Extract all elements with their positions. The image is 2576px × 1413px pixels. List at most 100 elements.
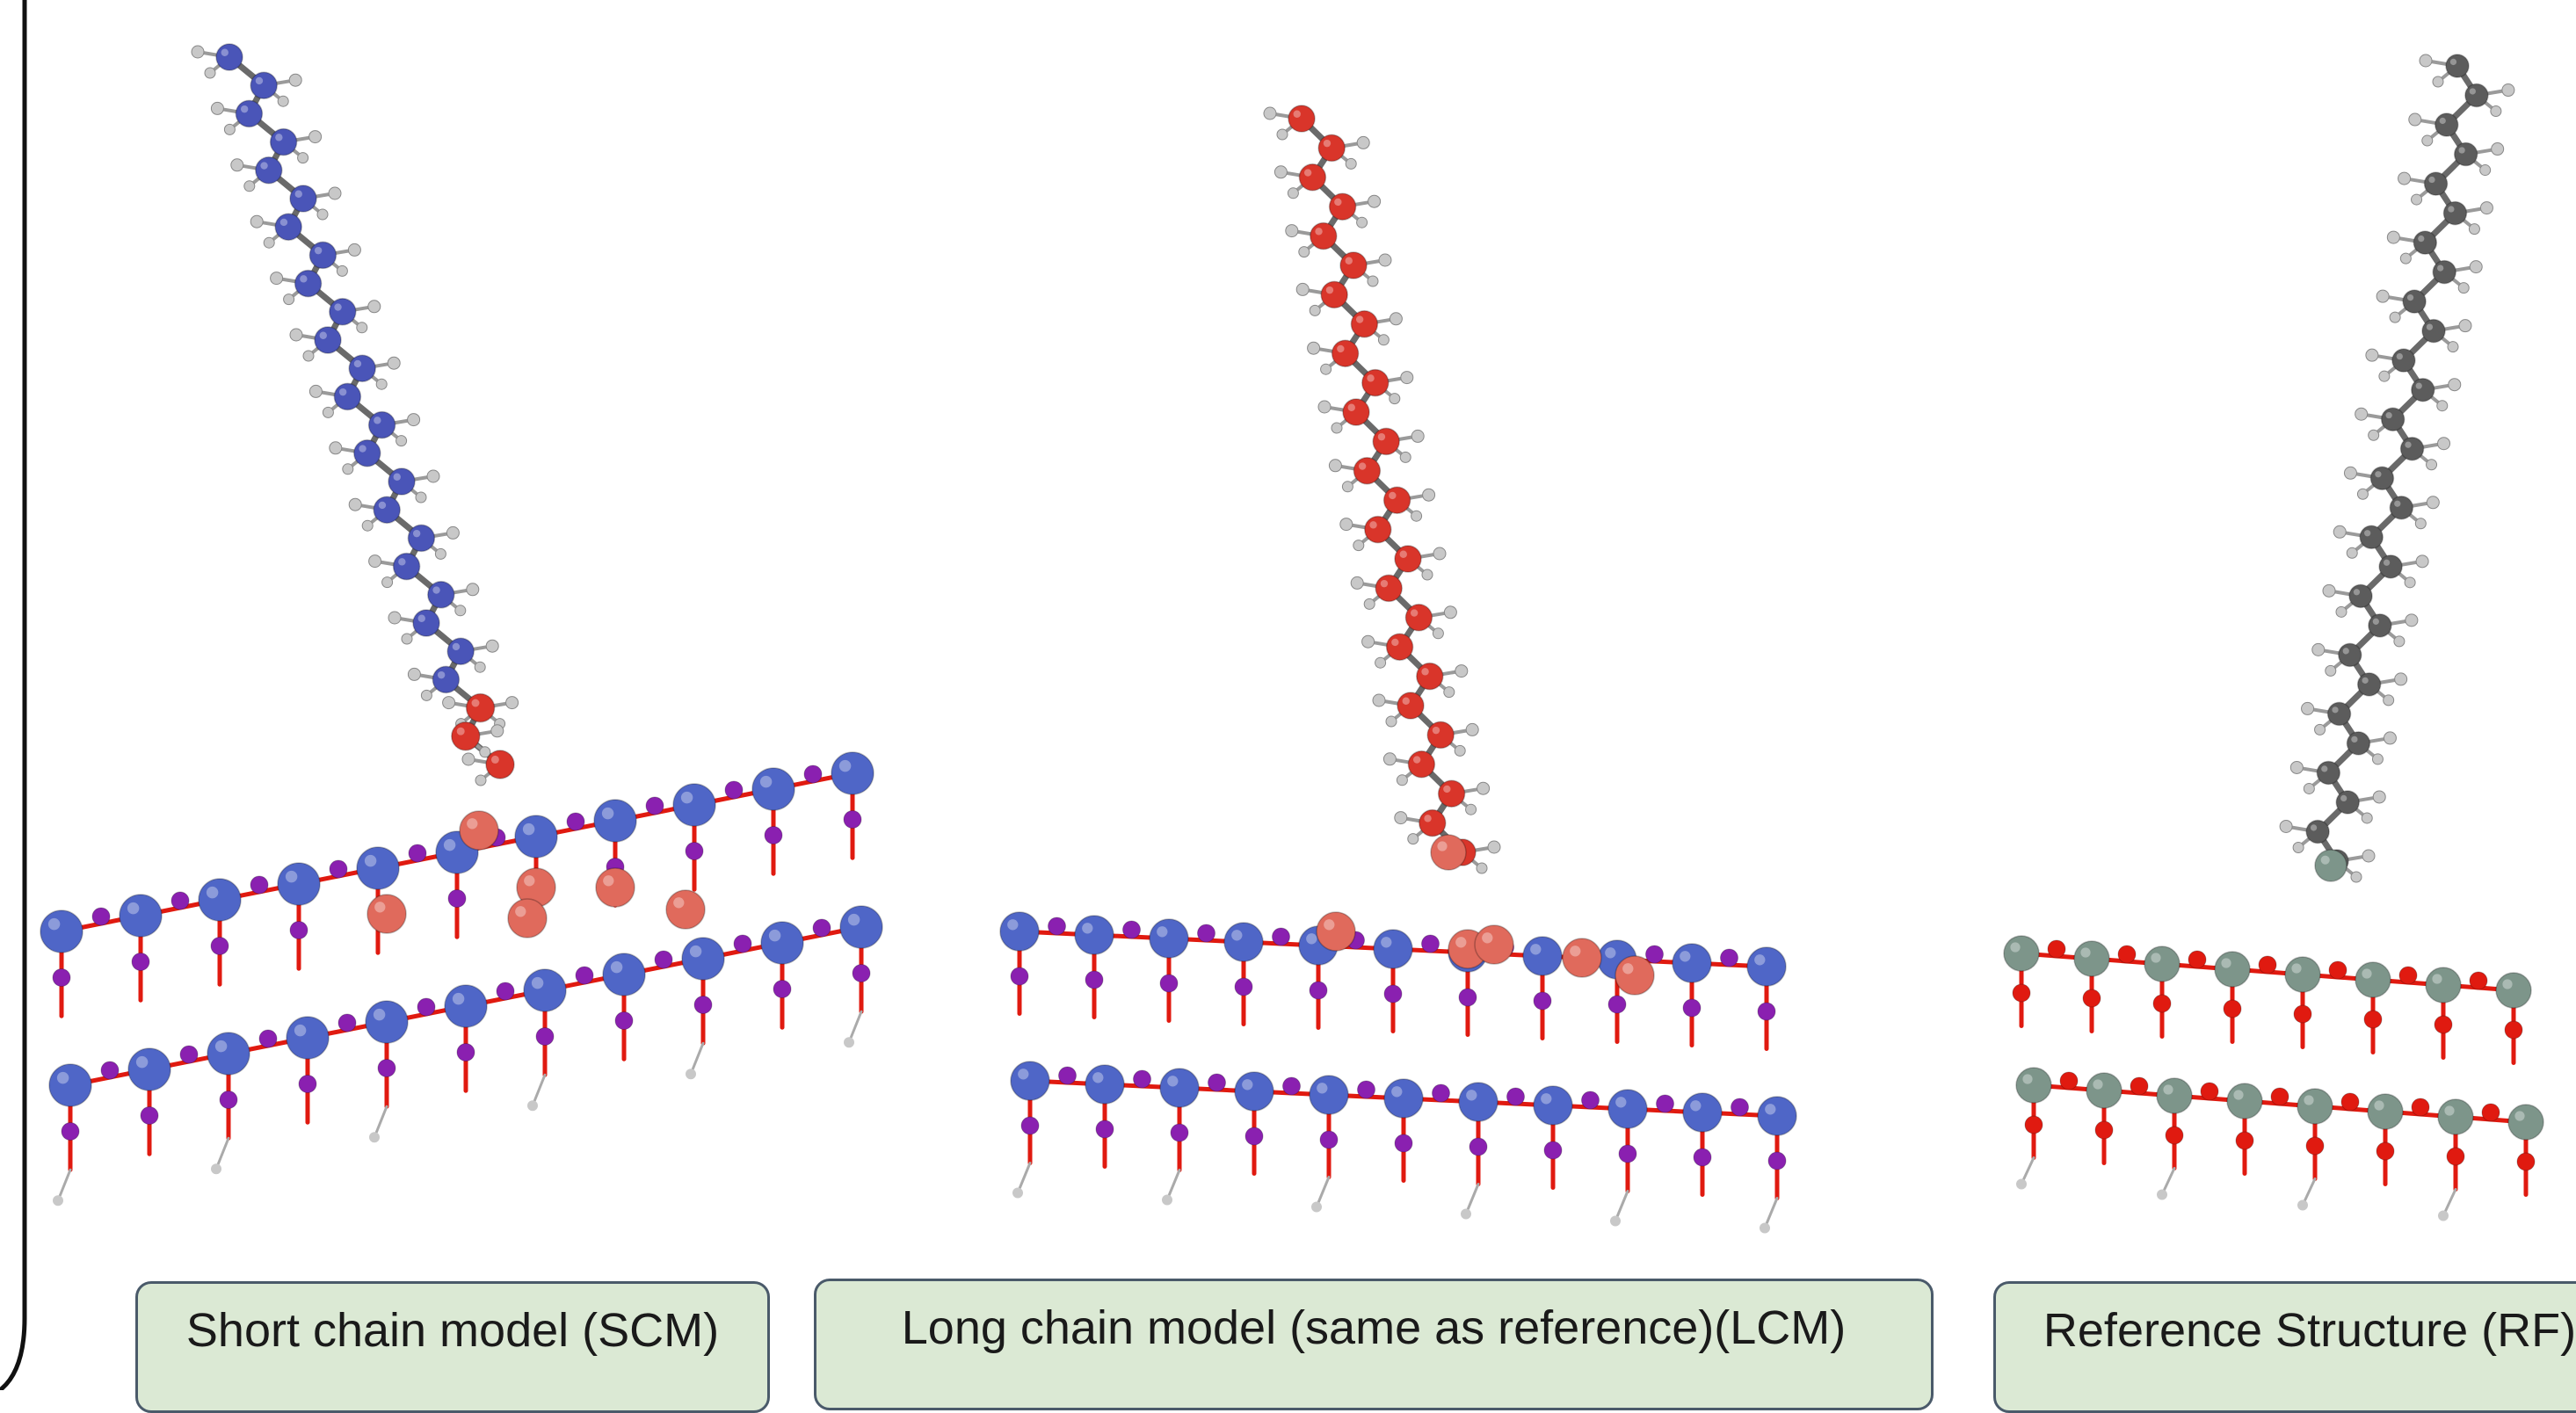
hydrogen-atom (2419, 54, 2433, 68)
hydrogen-atom (2314, 723, 2326, 735)
chain-atom-shine (1443, 785, 1451, 793)
hydrogen-atom (2386, 230, 2400, 244)
metal-atom (760, 921, 804, 965)
hydrogen-atom (2383, 731, 2397, 745)
anchor-atom (1430, 834, 1467, 871)
hydrogen-atom (2468, 223, 2480, 236)
oxygen-atom (408, 844, 427, 863)
hydrogen-atom (277, 95, 289, 107)
metal-atom-shine (610, 960, 623, 974)
oxygen-atom (1095, 1120, 1114, 1139)
oxygen-atom (2469, 971, 2488, 990)
hydrogen-atom (1487, 840, 1501, 854)
metal-atom (1309, 1075, 1349, 1115)
hydrogen-atom (2490, 105, 2502, 118)
chain-atom-shine (2469, 88, 2476, 95)
chain-atom (215, 43, 243, 71)
chain-atom (2380, 407, 2405, 431)
oxygen-atom (1720, 948, 1738, 967)
metal-atom-shine (1765, 1104, 1776, 1115)
chain-atom (1298, 163, 1327, 192)
chain-atom (250, 71, 278, 99)
chain-atom-shine (452, 642, 461, 651)
oxygen-atom (575, 966, 594, 985)
oxygen-atom (812, 918, 831, 938)
chain-atom (2421, 318, 2446, 344)
metal-atom (514, 815, 558, 859)
hydrogen-atom (1400, 371, 1414, 385)
metal-atom-shine (1615, 1097, 1627, 1108)
highlight-atom (1615, 955, 1655, 996)
metal-atom (831, 751, 874, 795)
oxygen-atom (1010, 967, 1029, 986)
metal-atom-shine (127, 902, 140, 915)
chain-atom-shine (1369, 521, 1377, 529)
hydrogen-atom (1399, 451, 1411, 463)
oxygen-atom (2152, 994, 2172, 1013)
metal-atom (2086, 1072, 2122, 1109)
chain-atom (1328, 192, 1357, 221)
chain-atom-shine (2394, 500, 2401, 507)
chain-atom (373, 496, 401, 524)
hydrogen-atom (2426, 459, 2438, 471)
metal-atom (48, 1063, 92, 1107)
metal-atom-shine (1391, 1086, 1403, 1098)
oxygen-atom (61, 1122, 80, 1141)
hydrogen-atom (426, 469, 440, 483)
lcm-label: Long chain model (same as reference)(LCM… (901, 1301, 1847, 1354)
chain-atom (1437, 779, 1466, 808)
highlight-atom (366, 894, 407, 934)
metal-atom (999, 911, 1040, 952)
oxygen-atom (329, 859, 348, 879)
oxygen-atom (91, 907, 111, 926)
chain-atom (308, 241, 337, 270)
hydrogen-atom (434, 547, 446, 560)
highlight-atom (1316, 911, 1356, 952)
hydrogen-atom (1389, 393, 1401, 405)
hydrogen-atom (1356, 135, 1370, 149)
hydrogen-atom (2356, 488, 2369, 500)
oxygen-atom (1170, 1123, 1189, 1142)
chain-atom (2391, 348, 2416, 373)
highlight-atom (1474, 924, 1514, 965)
metal-atom-shine (294, 1024, 307, 1037)
metal-atom (2284, 956, 2321, 993)
oxygen-atom (258, 1029, 278, 1048)
chain-atom-shine (359, 445, 366, 453)
hydrogen-atom (223, 123, 236, 135)
metal-atom (593, 799, 637, 843)
hydrogen-atom (1341, 481, 1353, 493)
bond (56, 1168, 72, 1202)
highlight-atom-shine (1482, 932, 1493, 944)
hydrogen-atom (2292, 841, 2304, 853)
chain-atom-shine (1412, 756, 1421, 764)
hydrogen-atom (2398, 171, 2412, 185)
metal-atom (2226, 1083, 2263, 1120)
chain-atom-shine (1402, 697, 1410, 705)
metal-atom-shine (2444, 1105, 2455, 1116)
bond (531, 1073, 547, 1107)
metal-atom (681, 937, 725, 981)
chain-atom (2369, 466, 2395, 491)
oxygen-atom (219, 1091, 238, 1109)
chain-atom-shine (2372, 618, 2379, 625)
oxygen-atom (1432, 1083, 1450, 1103)
chain-atom-shine (1293, 110, 1301, 118)
hydrogen-atom (442, 696, 456, 710)
metal-atom-shine (1157, 926, 1168, 938)
hydrogen-atom (1465, 722, 1479, 736)
hydrogen-atom (2447, 341, 2459, 353)
oxygen-atom (250, 875, 269, 895)
hydrogen-atom (336, 264, 348, 277)
metal-atom (2355, 961, 2391, 998)
hydrogen-atom (1476, 862, 1488, 874)
hydrogen-atom (2479, 164, 2492, 177)
hydrogen-atom (191, 45, 205, 59)
metal-atom (1010, 1061, 1050, 1101)
chain-atom (1426, 721, 1455, 750)
bond (1315, 1176, 1331, 1208)
hydrogen-atom (1382, 752, 1397, 766)
hydrogen-atom (2335, 605, 2347, 618)
metal-atom (1159, 1068, 1200, 1108)
anchor-atom (459, 810, 499, 851)
